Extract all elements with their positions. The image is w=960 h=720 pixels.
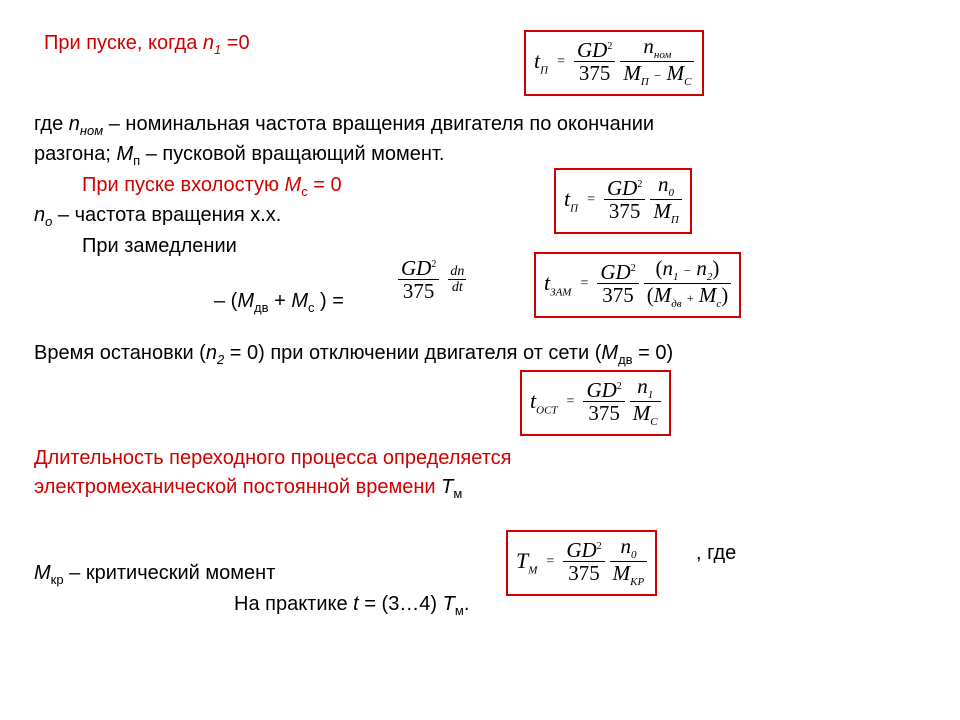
line-10: электромеханической постоянной времени Т… [34,474,926,503]
line-4: При пуске вхолостую Мс = 0 [34,172,926,201]
formula-box-1: tП = GD2 375 nном MП − MС [524,30,704,96]
line-12: На практике t = (3…4) Тм. [34,591,926,620]
line-7: – (Мдв + Мс ) = [34,288,926,317]
line-11: Мкр – критический момент [34,560,926,589]
label-gde: , где [696,542,736,565]
line-9: Длительность переходного процесса опреде… [34,445,926,472]
line-5: nо – частота вращения х.х. [34,202,926,231]
line-6: При замедлении [34,233,926,260]
line-3: разгона; Мп – пусковой вращающий момент. [34,141,926,170]
formula-box-5: TМ = GD2 375 n0 MКР [506,530,657,596]
line-1: При пуске, когда n1 =0 [44,30,926,59]
formula-inline-deceleration: GD2 375 dn dt [398,258,466,303]
formula-box-3: tЗАМ = GD2 375 (n1 − n2) (Mдв + Mс) [534,252,741,318]
line-2: где nном – номинальная частота вращения … [34,111,926,140]
line-8: Время остановки (n2 = 0) при отключении … [34,340,926,369]
formula-box-4: tОСТ = GD2 375 n1 MС [520,370,671,436]
formula-box-2: tП = GD2 375 n0 MП [554,168,692,234]
